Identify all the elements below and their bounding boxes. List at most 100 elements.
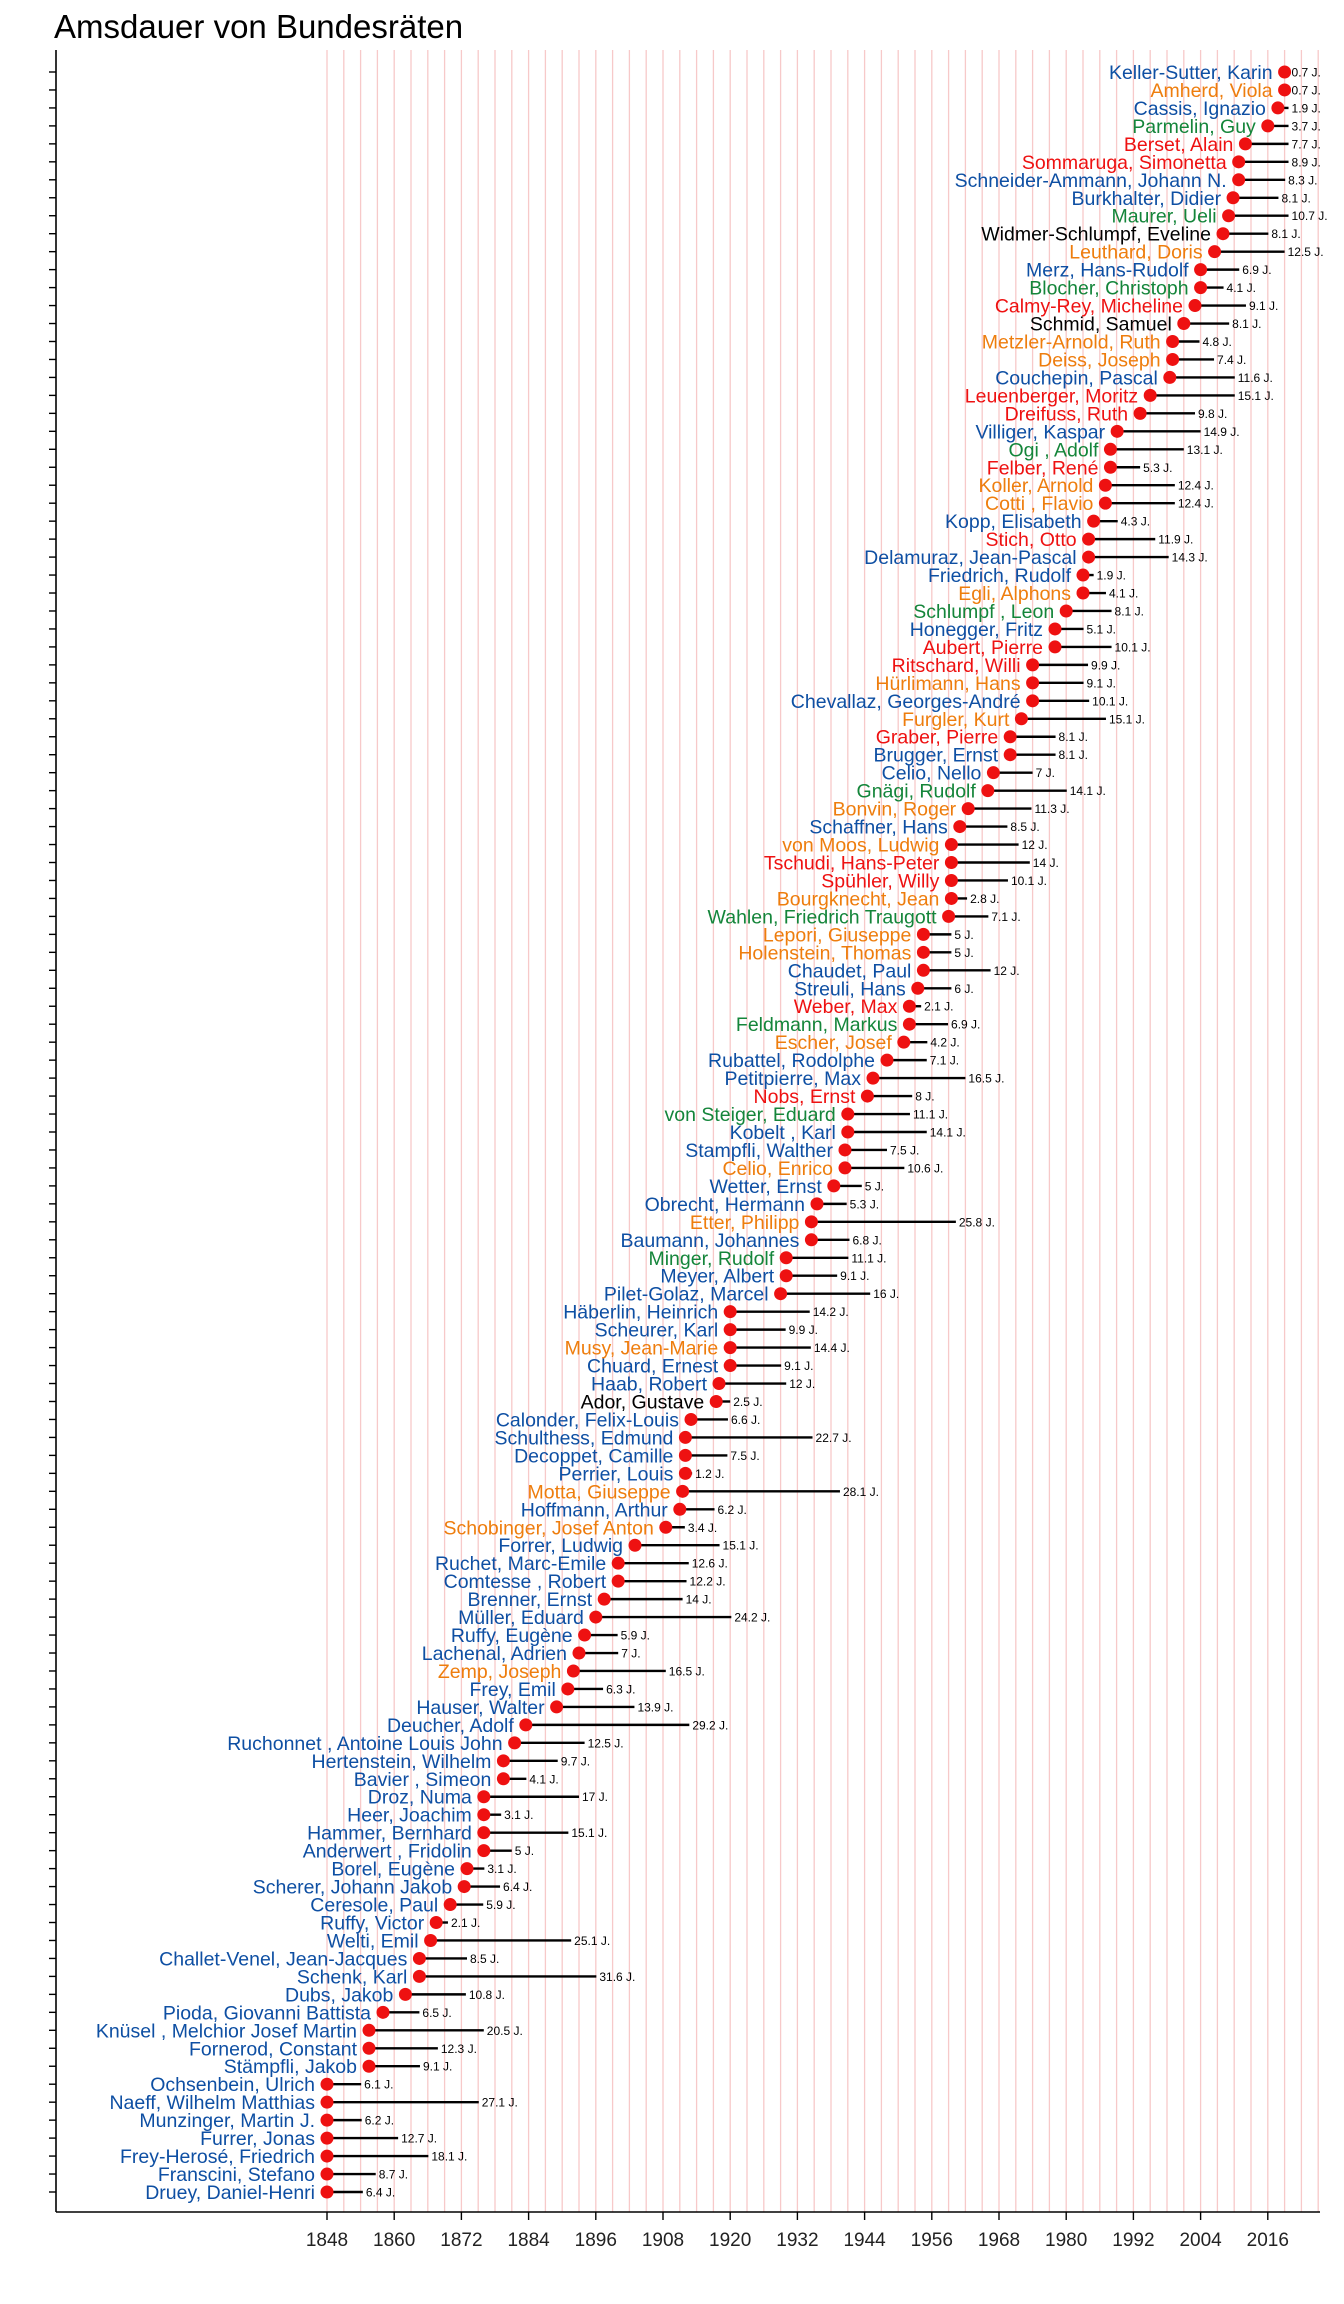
councillor-name: Wetter, Ernst: [709, 1176, 822, 1198]
duration-label: 14.4 J.: [814, 1341, 850, 1355]
councillor-name: Chuard, Ernest: [587, 1356, 719, 1378]
councillor-name: Droz, Numa: [368, 1787, 472, 1809]
councillor-name: Leuenberger, Moritz: [965, 385, 1138, 407]
duration-label: 15.1 J.: [1109, 712, 1145, 726]
duration-label: 22.7 J.: [816, 1431, 852, 1445]
duration-label: 4.2 J.: [930, 1036, 959, 1050]
start-point: [1103, 442, 1117, 456]
duration-label: 6.4 J.: [366, 2186, 395, 2200]
start-point: [320, 2185, 334, 2199]
duration-label: 5 J.: [954, 928, 973, 942]
councillor-name: Stich, Otto: [986, 529, 1077, 551]
start-point: [1026, 676, 1040, 690]
duration-label: 16.5 J.: [968, 1072, 1004, 1086]
councillor-name: Chaudet, Paul: [788, 960, 912, 982]
start-point: [1208, 245, 1222, 259]
councillor-name: Calonder, Felix-Louis: [496, 1409, 679, 1431]
duration-label: 5.9 J.: [486, 1898, 515, 1912]
start-point: [320, 2113, 334, 2127]
start-point: [1082, 532, 1096, 546]
duration-label: 8.7 J.: [379, 2168, 408, 2182]
x-tick-label: 1848: [306, 2230, 348, 2251]
councillor-name: Berset, Alain: [1124, 134, 1233, 156]
start-point: [424, 1933, 438, 1947]
councillor-name: Burkhalter, Didier: [1072, 188, 1222, 210]
start-point: [1048, 622, 1062, 636]
start-point: [1232, 155, 1246, 169]
duration-label: 31.6 J.: [599, 1970, 635, 1984]
duration-label: 11.3 J.: [1034, 802, 1069, 816]
councillor-name: von Moos, Ludwig: [782, 835, 939, 857]
councillor-name: Lepori, Giuseppe: [763, 924, 912, 946]
duration-label: 28.1 J.: [843, 1485, 879, 1499]
councillor-name: Koller, Arnold: [978, 475, 1093, 497]
duration-label: 0.7 J.: [1292, 83, 1321, 97]
start-point: [673, 1502, 687, 1516]
duration-label: 11.6 J.: [1238, 371, 1273, 385]
duration-label: 10.1 J.: [1092, 694, 1128, 708]
councillor-name: Graber, Pierre: [876, 727, 998, 749]
councillor-name: Ochsenbein, Ulrich: [150, 2074, 315, 2096]
councillor-name: Etter, Philipp: [690, 1212, 800, 1234]
councillor-name: Keller-Sutter, Karin: [1109, 62, 1273, 84]
duration-label: 6.1 J.: [364, 2078, 393, 2092]
start-point: [1082, 550, 1096, 564]
duration-label: 18.1 J.: [431, 2150, 467, 2164]
start-point: [477, 1808, 491, 1822]
councillor-name: Hoffmann, Arthur: [521, 1499, 669, 1521]
councillor-name: Leuthard, Doris: [1069, 242, 1203, 264]
duration-label: 7.5 J.: [890, 1143, 919, 1157]
councillor-name: Haab, Robert: [591, 1374, 708, 1396]
councillor-name: Schaffner, Hans: [809, 817, 948, 839]
duration-label: 9.1 J.: [784, 1359, 813, 1373]
councillor-name: Druey, Daniel-Henri: [145, 2182, 315, 2204]
duration-label: 9.1 J.: [840, 1269, 869, 1283]
start-point: [1261, 119, 1275, 133]
duration-label: 6.5 J.: [422, 2006, 451, 2020]
start-point: [496, 1772, 510, 1786]
start-point: [841, 1125, 855, 1139]
duration-label: 15.1 J.: [1238, 389, 1274, 403]
councillor-name: Heer, Joachim: [347, 1805, 472, 1827]
start-point: [460, 1862, 474, 1876]
duration-label: 14 J.: [686, 1593, 712, 1607]
x-tick-label: 1932: [776, 2230, 818, 2251]
duration-label: 6.9 J.: [1242, 263, 1271, 277]
councillor-name: Bavier , Simeon: [354, 1769, 492, 1791]
start-point: [1059, 604, 1073, 618]
councillor-name: Stämpfli, Jakob: [224, 2056, 357, 2078]
duration-label: 10.8 J.: [469, 1988, 505, 2002]
councillor-name: Amherd, Viola: [1150, 80, 1272, 102]
duration-label: 12.5 J.: [588, 1736, 624, 1750]
x-tick-label: 2016: [1247, 2230, 1289, 2251]
start-point: [1188, 299, 1202, 313]
duration-label: 9.1 J.: [1087, 676, 1116, 690]
start-point: [827, 1179, 841, 1193]
duration-label: 7.1 J.: [930, 1054, 959, 1068]
start-point: [572, 1646, 586, 1660]
x-tick-label: 1908: [642, 2230, 684, 2251]
councillor-name: Friedrich, Rudolf: [928, 565, 1072, 587]
duration-label: 12.6 J.: [692, 1557, 728, 1571]
start-point: [944, 838, 958, 852]
councillor-name: Ruffy, Eugène: [451, 1625, 573, 1647]
start-point: [519, 1718, 533, 1732]
duration-label: 6.4 J.: [503, 1880, 532, 1894]
duration-label: 12.2 J.: [690, 1575, 726, 1589]
councillor-name: Naeff, Wilhelm Matthias: [109, 2092, 315, 2114]
start-point: [911, 981, 925, 995]
councillor-name: Brenner, Ernst: [468, 1589, 593, 1611]
x-tick-label: 1980: [1045, 2230, 1087, 2251]
councillor-name: Weber, Max: [794, 996, 898, 1018]
start-point: [1271, 101, 1285, 115]
start-point: [1143, 388, 1157, 402]
start-point: [1177, 317, 1191, 331]
duration-label: 8 J.: [915, 1090, 934, 1104]
start-point: [678, 1448, 692, 1462]
councillor-name: Schlumpf , Leon: [913, 601, 1054, 623]
councillor-name: Blocher, Christoph: [1029, 278, 1188, 300]
x-tick-label: 1920: [709, 2230, 751, 2251]
duration-label: 13.9 J.: [637, 1700, 673, 1714]
councillor-name: Chevallaz, Georges-André: [791, 691, 1021, 713]
councillor-name: Stampfli, Walther: [685, 1140, 833, 1162]
